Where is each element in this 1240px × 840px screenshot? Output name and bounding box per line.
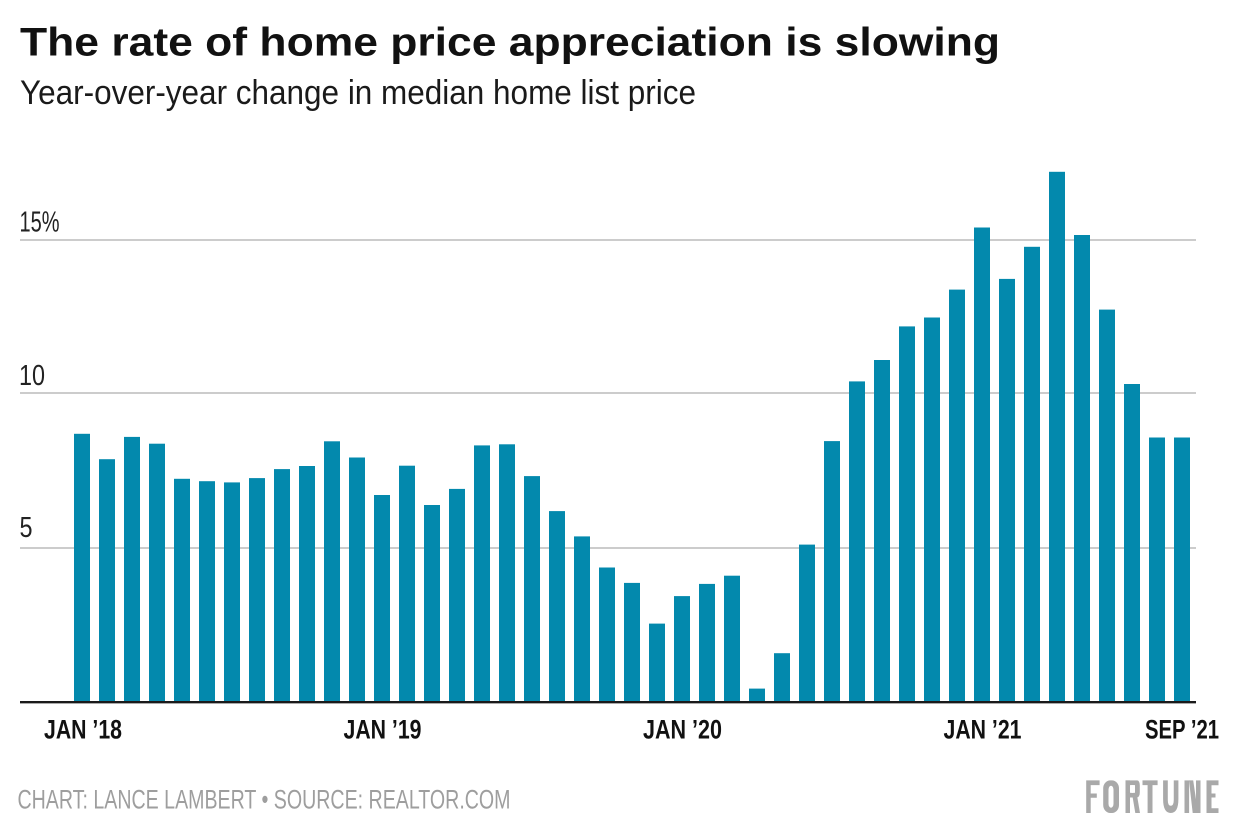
svg-text:JAN ’20: JAN ’20 [643,715,722,745]
svg-text:Year-over-year change in media: Year-over-year change in median home lis… [20,74,696,112]
svg-text:JAN ’21: JAN ’21 [944,715,1022,745]
svg-text:CHART: LANCE LAMBERT • SOURCE:: CHART: LANCE LAMBERT • SOURCE: REALTOR.C… [18,785,511,815]
svg-text:5: 5 [20,512,33,544]
svg-text:The rate of home price appreci: The rate of home price appreciation is s… [20,21,1000,65]
svg-text:JAN ’19: JAN ’19 [344,715,422,745]
svg-text:SEP ’21: SEP ’21 [1145,715,1219,745]
svg-text:15%: 15% [20,207,60,239]
svg-text:10: 10 [19,360,45,392]
svg-text:JAN ’18: JAN ’18 [44,715,122,745]
